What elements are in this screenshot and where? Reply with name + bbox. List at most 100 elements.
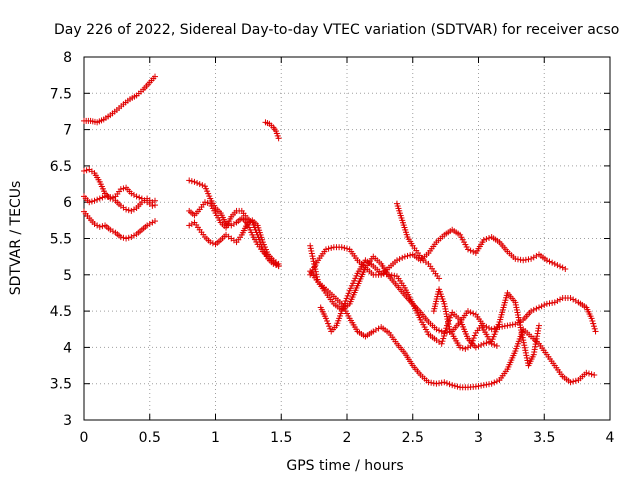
data-point-fill	[307, 245, 314, 252]
data-point	[393, 257, 400, 264]
data-point	[591, 371, 598, 378]
series-track-n	[430, 286, 500, 352]
data-point-fill	[438, 328, 445, 335]
data-point-fill	[441, 303, 448, 310]
data-point-fill	[446, 381, 453, 388]
data-point	[128, 190, 135, 197]
data-point-fill	[572, 377, 579, 384]
data-point-fill	[475, 343, 482, 350]
data-point	[567, 379, 574, 386]
data-point-fill	[459, 345, 466, 352]
data-point-fill	[554, 262, 561, 269]
y-axis-label: SDTVAR / TECUs	[8, 181, 24, 296]
data-point-fill	[445, 321, 452, 328]
data-point-fill	[546, 258, 553, 265]
data-point-fill	[327, 325, 334, 332]
data-point	[322, 246, 329, 253]
data-point-fill	[407, 252, 414, 259]
data-point-fill	[512, 301, 519, 308]
data-point	[583, 369, 590, 376]
data-point	[152, 197, 159, 204]
data-point	[449, 382, 456, 389]
data-point-fill	[442, 327, 449, 334]
data-point-fill	[341, 244, 348, 251]
data-point-fill	[517, 322, 524, 329]
x-tick-label: 1	[211, 430, 220, 446]
data-point	[464, 246, 471, 253]
data-point	[441, 379, 448, 386]
data-point-fill	[469, 337, 476, 344]
data-point-fill	[340, 303, 347, 310]
data-point-fill	[109, 228, 116, 235]
data-point-fill	[146, 220, 153, 227]
data-point-fill	[491, 379, 498, 386]
data-point-fill	[519, 334, 526, 341]
data-point-fill	[308, 250, 315, 257]
data-point-fill	[342, 297, 349, 304]
data-point-fill	[120, 234, 127, 241]
data-point-fill	[451, 382, 458, 389]
data-point	[401, 253, 408, 260]
y-tick-label: 3	[63, 413, 72, 429]
data-point-fill	[590, 320, 597, 327]
data-point	[559, 264, 566, 271]
data-point-fill	[199, 182, 206, 189]
data-point	[467, 342, 474, 349]
data-point-fill	[549, 259, 556, 266]
data-point	[81, 167, 87, 174]
data-point	[464, 308, 471, 315]
data-point-fill	[589, 317, 596, 324]
series-track-a	[81, 73, 159, 126]
data-point-fill	[309, 255, 316, 262]
data-point-fill	[468, 340, 475, 347]
data-point-fill	[516, 317, 523, 324]
data-point-fill	[443, 313, 450, 320]
series-track-e	[262, 119, 282, 142]
data-point	[96, 223, 103, 230]
data-point-fill	[513, 304, 520, 311]
data-point	[567, 295, 574, 302]
data-point	[535, 304, 542, 311]
data-point-fill	[486, 325, 493, 332]
data-point-fill	[125, 234, 132, 241]
data-point	[149, 219, 156, 226]
data-point-fill	[530, 254, 537, 261]
data-point-fill	[441, 330, 448, 337]
data-point-fill	[312, 266, 319, 273]
data-point-fill	[308, 247, 315, 254]
data-point-fill	[554, 297, 561, 304]
y-tick-label: 4.5	[50, 304, 72, 320]
data-point-fill	[588, 371, 595, 378]
y-tick-label: 5	[63, 268, 72, 284]
data-point	[441, 300, 448, 307]
data-point-fill	[521, 342, 528, 349]
y-tick-label: 6	[63, 195, 72, 211]
data-point	[123, 206, 130, 213]
data-point-fill	[591, 325, 598, 332]
data-point-fill	[522, 347, 529, 354]
data-point	[528, 308, 535, 315]
data-point-fill	[309, 253, 316, 260]
data-point-fill	[514, 311, 521, 318]
data-point	[196, 181, 203, 188]
data-point	[543, 257, 550, 264]
data-point	[191, 178, 198, 185]
data-point	[472, 344, 479, 351]
data-point	[512, 299, 519, 306]
data-point	[512, 321, 519, 328]
grid-lines	[84, 57, 610, 420]
data-point-fill	[341, 300, 348, 307]
y-tick-label: 7.5	[50, 86, 72, 102]
data-point	[592, 328, 599, 335]
data-point	[117, 186, 124, 193]
data-point	[535, 322, 542, 329]
data-point-fill	[467, 309, 474, 316]
data-point	[86, 199, 93, 206]
data-point-fill	[557, 263, 564, 270]
data-point-fill	[130, 232, 137, 239]
data-point-fill	[518, 327, 525, 334]
data-point	[493, 342, 500, 349]
data-point	[562, 265, 569, 272]
data-point-fill	[519, 332, 526, 339]
